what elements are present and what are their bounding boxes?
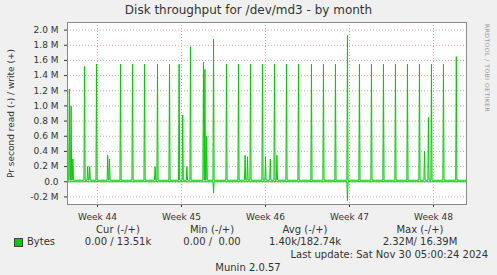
svg-text:1.6 M: 1.6 M (34, 55, 59, 65)
svg-text:0.2 M: 0.2 M (34, 161, 59, 171)
svg-text:0.6 M: 0.6 M (34, 131, 59, 141)
svg-text:0.4 M: 0.4 M (34, 146, 59, 156)
svg-text:0.8 M: 0.8 M (34, 116, 59, 126)
svg-text:Week 45: Week 45 (162, 212, 201, 220)
html-text:Min (-/+): Min (-/+) (190, 224, 234, 235)
html-text:Last update: Sat Nov 30 05:00:: Last update: Sat Nov 30 05:00:24 2024 (290, 249, 488, 260)
svg-text:Pr second read (-) / write (+): Pr second read (-) / write (+) (6, 49, 16, 178)
svg-text:1.8 M: 1.8 M (34, 40, 59, 50)
html-text:RRDTOOL / TOBI OETIKER: RRDTOOL / TOBI OETIKER (484, 24, 491, 113)
html-text:Cur (-/+): Cur (-/+) (96, 224, 140, 235)
html-text:0.00 / 13.51k: 0.00 / 13.51k (84, 236, 152, 247)
svg-text:1.0 M: 1.0 M (34, 101, 59, 111)
html-text:Max (-/+): Max (-/+) (396, 224, 444, 235)
svg-text:1.2 M: 1.2 M (34, 86, 59, 96)
svg-text:-0.2 M: -0.2 M (30, 192, 58, 202)
svg-text:Week 46: Week 46 (246, 212, 285, 220)
html-text:2.32M/ 16.39M: 2.32M/ 16.39M (382, 236, 458, 247)
html-text:Bytes: Bytes (27, 236, 56, 247)
svg-text:Week 47: Week 47 (330, 212, 369, 220)
svg-text:0.0: 0.0 (44, 177, 59, 187)
html-text:1.40k/182.74k: 1.40k/182.74k (268, 236, 342, 247)
html-text:Avg (-/+): Avg (-/+) (282, 224, 328, 235)
svg-text:2.0 M: 2.0 M (34, 25, 59, 35)
html-text:0.00 / 0.00: 0.00 / 0.00 (183, 236, 241, 247)
svg-text:Week 48: Week 48 (414, 212, 453, 220)
svg-text:1.4 M: 1.4 M (34, 70, 59, 80)
html-text:Munin 2.0.57: Munin 2.0.57 (215, 262, 281, 273)
svg-text:Week 44: Week 44 (78, 212, 117, 220)
html-text:Disk throughput for /dev/md3 -: Disk throughput for /dev/md3 - by month (124, 3, 373, 17)
